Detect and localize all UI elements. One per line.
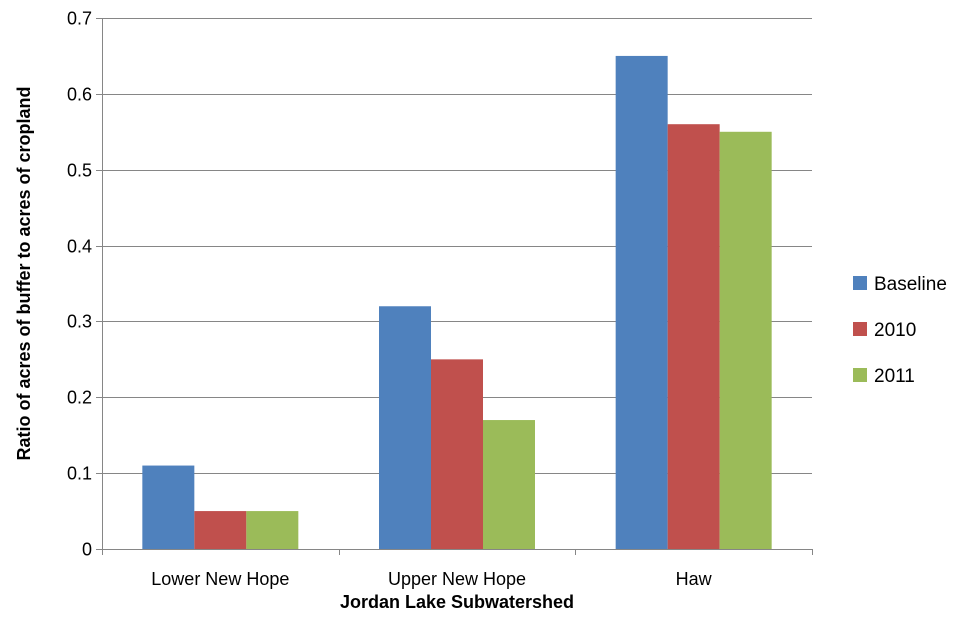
y-tick-labels: 0 0.1 0.2 0.3 0.4 0.5 0.6 0.7	[67, 9, 92, 560]
legend: Baseline 2010 2011	[853, 274, 947, 387]
x-tick-label: Lower New Hope	[151, 569, 289, 589]
y-tick-label: 0	[82, 540, 92, 560]
y-tick-label: 0.7	[67, 9, 92, 29]
bar-2011-haw	[719, 131, 772, 550]
gridlines	[102, 18, 812, 474]
x-tick-labels: Lower New Hope Upper New Hope Haw	[151, 569, 712, 589]
bar-2010-upper-new-hope	[431, 359, 483, 549]
legend-swatch-baseline	[853, 276, 867, 290]
y-tick-label: 0.2	[67, 388, 92, 408]
y-tick-label: 0.5	[67, 161, 92, 181]
y-tick-label: 0.3	[67, 312, 92, 332]
legend-label: 2011	[874, 366, 915, 387]
bar-baseline-haw	[615, 55, 668, 550]
legend-swatch-2011	[853, 368, 867, 382]
legend-swatch-2010	[853, 322, 867, 336]
bars	[142, 55, 772, 550]
y-tick-label: 0.4	[67, 237, 92, 257]
bar-2010-lower-new-hope	[194, 511, 247, 549]
axes	[96, 18, 813, 555]
legend-label: Baseline	[874, 274, 947, 295]
bar-2011-lower-new-hope	[246, 511, 299, 549]
bar-baseline-lower-new-hope	[142, 465, 195, 549]
y-tick-label: 0.6	[67, 85, 92, 105]
bar-baseline-upper-new-hope	[379, 306, 431, 549]
x-axis-title: Jordan Lake Subwatershed	[340, 592, 574, 612]
y-tick-label: 0.1	[67, 464, 92, 484]
bar-2010-haw	[667, 124, 720, 549]
bar-2011-upper-new-hope	[483, 420, 535, 549]
y-axis-title: Ratio of acres of buffer to acres of cro…	[14, 86, 34, 460]
x-tick-label: Haw	[676, 569, 713, 589]
legend-label: 2010	[874, 320, 916, 341]
x-tick-label: Upper New Hope	[388, 569, 526, 589]
